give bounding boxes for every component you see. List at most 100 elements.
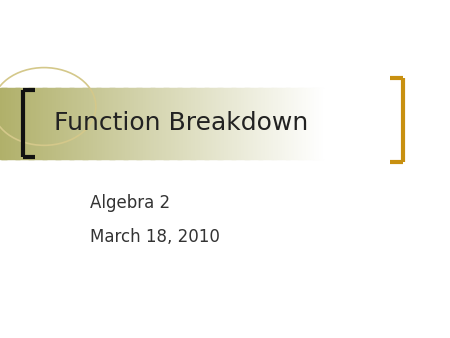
Bar [5,88,7,159]
Bar [270,88,271,159]
Bar [184,88,186,159]
Bar [173,88,174,159]
Bar [100,88,102,159]
Bar [199,88,200,159]
Bar [189,88,190,159]
Bar [107,88,108,159]
Bar [267,88,268,159]
Bar [22,88,23,159]
Bar [218,88,220,159]
Bar [22,88,24,159]
Bar [172,88,173,159]
Bar [26,88,27,159]
Bar [153,88,155,159]
Bar [191,88,193,159]
Bar [162,88,163,159]
Bar [80,88,81,159]
Bar [99,88,101,159]
Bar [200,88,201,159]
Bar [137,88,139,159]
Bar [230,88,232,159]
Text: Function Breakdown: Function Breakdown [54,111,308,136]
Bar [278,88,279,159]
Bar [9,88,10,159]
Bar [106,88,108,159]
Bar [229,88,230,159]
Bar [119,88,120,159]
Bar [76,88,77,159]
Bar [194,88,195,159]
Bar [315,88,317,159]
Bar [127,88,129,159]
Bar [309,88,310,159]
Bar [297,88,298,159]
Bar [192,88,194,159]
Bar [150,88,152,159]
Bar [79,88,81,159]
Bar [197,88,198,159]
Bar [53,88,54,159]
Bar [194,88,196,159]
Bar [136,88,138,159]
Bar [8,88,9,159]
Bar [63,88,64,159]
Text: Algebra 2: Algebra 2 [90,194,170,212]
Bar [168,88,170,159]
Bar [149,88,151,159]
Bar [95,88,97,159]
Bar [55,88,57,159]
Bar [38,88,39,159]
Bar [284,88,286,159]
Bar [237,88,238,159]
Bar [311,88,313,159]
Bar [134,88,135,159]
Bar [25,88,27,159]
Bar [286,88,288,159]
Bar [211,88,212,159]
Bar [268,88,270,159]
Bar [0,88,1,159]
Bar [166,88,168,159]
Bar [302,88,304,159]
Bar [117,88,118,159]
Bar [12,88,14,159]
Bar [259,88,261,159]
Bar [116,88,117,159]
Bar [235,88,237,159]
Bar [180,88,182,159]
Bar [178,88,180,159]
Bar [224,88,225,159]
Bar [76,88,78,159]
Bar [113,88,115,159]
Bar [175,88,176,159]
Bar [1,88,3,159]
Bar [257,88,259,159]
Bar [307,88,308,159]
Bar [68,88,70,159]
Bar [49,88,50,159]
Bar [30,88,32,159]
Bar [13,88,14,159]
Bar [37,88,38,159]
Bar [207,88,209,159]
Bar [314,88,316,159]
Bar [6,88,8,159]
Bar [240,88,241,159]
Bar [56,88,58,159]
Bar [36,88,37,159]
Bar [66,88,68,159]
Bar [167,88,169,159]
Bar [177,88,179,159]
Bar [265,88,266,159]
Bar [238,88,239,159]
Bar [103,88,104,159]
Bar [303,88,305,159]
Bar [275,88,277,159]
Bar [266,88,267,159]
Bar [298,88,300,159]
Bar [305,88,306,159]
Bar [165,88,167,159]
Bar [33,88,35,159]
Bar [203,88,205,159]
Bar [15,88,17,159]
